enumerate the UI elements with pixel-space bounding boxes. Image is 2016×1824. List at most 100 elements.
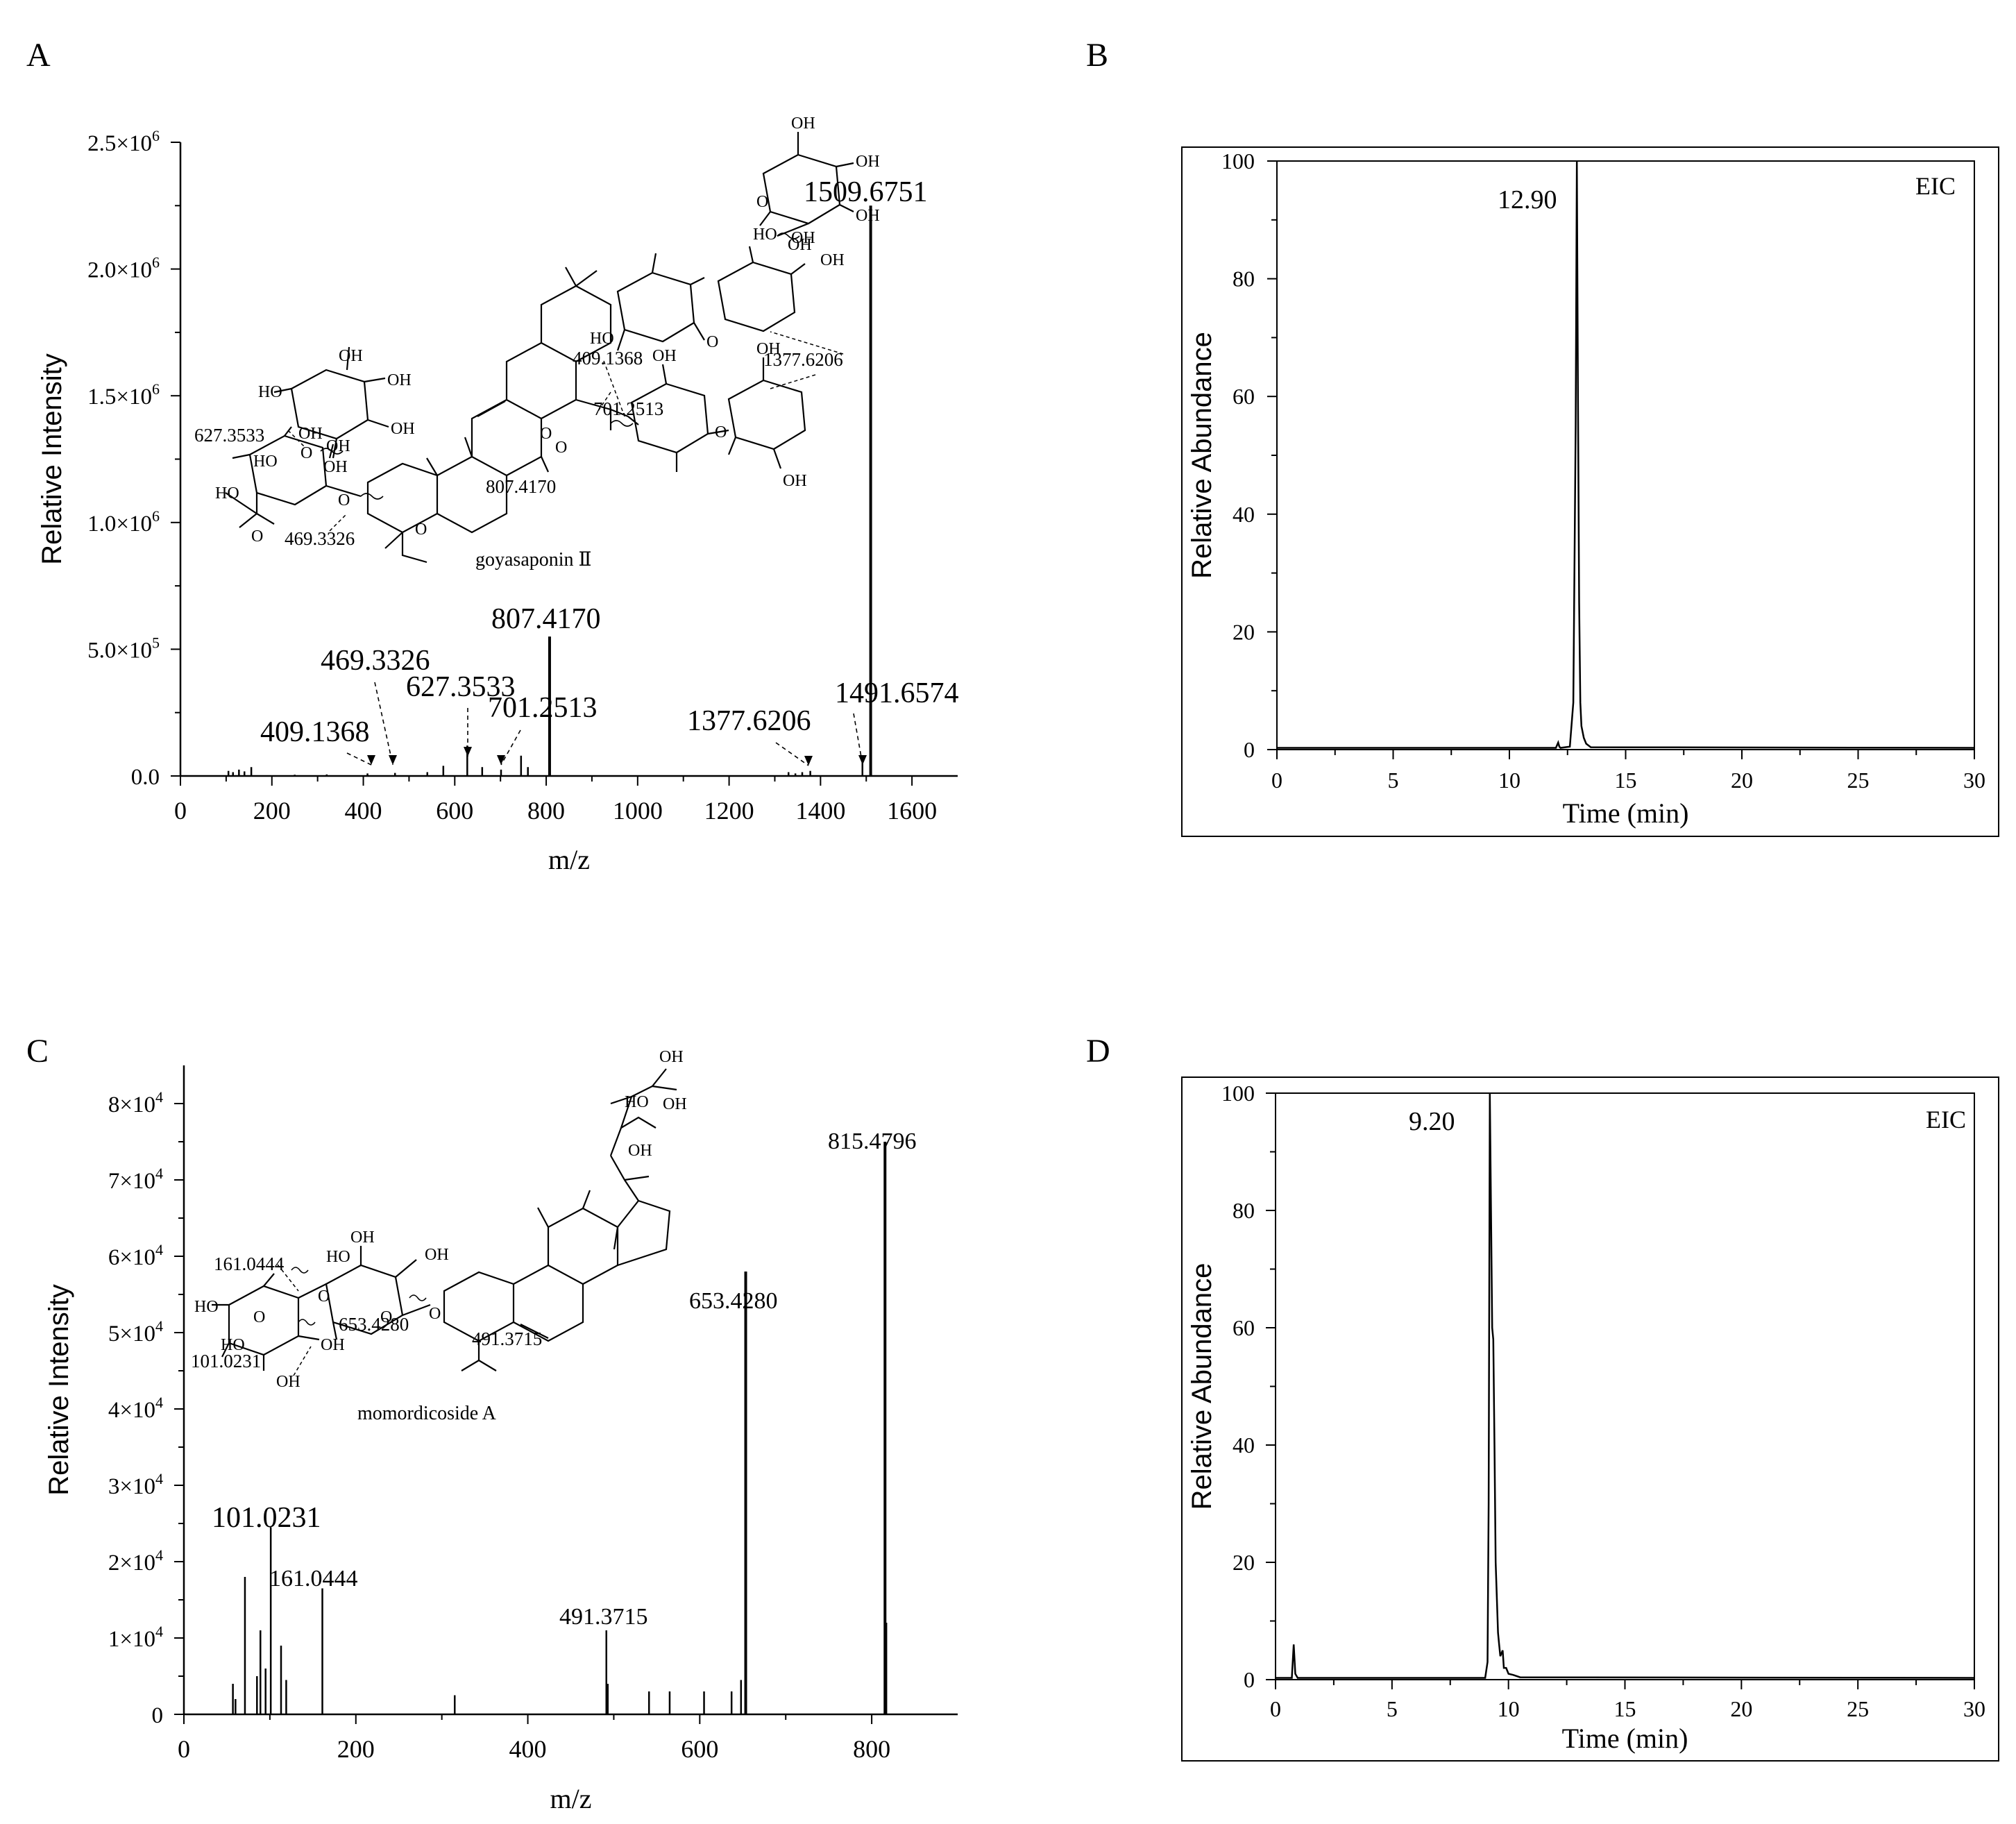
- struct-c-group: OH: [350, 1228, 375, 1247]
- y-tick-label: 40: [1233, 502, 1255, 527]
- x-tick-label: 800: [853, 1735, 890, 1763]
- struct-c-fragment: 101.0231: [191, 1351, 261, 1371]
- peak-label: 807.4170: [491, 603, 601, 635]
- x-tick-label: 800: [527, 797, 565, 825]
- struct-c-group: O: [318, 1287, 330, 1306]
- panel-c-mass-spectrum: 0 200 400 600 800 0 1×104 2×104 3×104 4×104 5×104 6…: [44, 1065, 958, 1814]
- peak-label: 653.4280: [689, 1288, 778, 1314]
- y-tick-label: 20: [1233, 619, 1255, 644]
- peak-label: 161.0444: [269, 1566, 358, 1591]
- peak-label-arrow: [346, 752, 372, 766]
- peak-label-arrowhead: [367, 755, 375, 765]
- struct-c-group: HO: [326, 1248, 350, 1266]
- struct-c-fragment: 491.3715: [472, 1328, 542, 1349]
- struct-c-group: HO: [194, 1298, 219, 1316]
- peak-label: 1509.6751: [804, 176, 928, 208]
- struct-a-group: OH: [756, 340, 781, 358]
- struct-a-group: HO: [590, 330, 614, 348]
- y-tick-label: 3×104: [108, 1470, 163, 1499]
- y-tick-label: 1.0×106: [87, 507, 160, 537]
- struct-a-group: O: [300, 444, 312, 462]
- struct-a-fragment: 409.1368: [573, 348, 643, 369]
- x-tick-label: 200: [253, 797, 291, 825]
- struct-a-group: OH: [791, 115, 815, 133]
- struct-a-group: O: [415, 521, 427, 539]
- struct-a-group: OH: [326, 437, 350, 455]
- x-tick-label: 10: [1498, 768, 1521, 793]
- x-axis-title: m/z: [548, 844, 590, 875]
- y-tick-label: 2×104: [108, 1546, 163, 1576]
- struct-a-group: HO: [753, 226, 777, 244]
- struct-c-group: OH: [321, 1336, 345, 1354]
- struct-a-group: OH: [391, 420, 415, 438]
- x-tick-label: 400: [509, 1735, 547, 1763]
- y-tick-label: 5.0×105: [87, 634, 160, 663]
- struct-a-fragment: 1377.6206: [763, 349, 843, 370]
- struct-c-group: OH: [663, 1095, 687, 1113]
- y-tick-label: 1×104: [108, 1623, 163, 1652]
- struct-a-group: OH: [791, 229, 815, 247]
- struct-a-group: OH: [820, 251, 845, 269]
- struct-a-group: OH: [652, 347, 677, 365]
- y-tick-label: 2.0×106: [87, 254, 160, 283]
- panel-b-chromatogram: 0 5 10 15 20 25 30 0 20 40 60 80 100 Time (min) Relati…: [1181, 146, 1999, 837]
- struct-a-fragment: 807.4170: [486, 476, 556, 497]
- y-tick-label: 6×104: [108, 1241, 163, 1270]
- goyasaponin-structure-labels: OH OH OH OH OH HO OH OH HO OH OH OH OH H…: [215, 115, 880, 546]
- x-tick-label: 30: [1963, 1696, 1985, 1721]
- struct-a-fragment: 469.3326: [285, 528, 355, 549]
- y-tick-label: 1.5×106: [87, 380, 160, 409]
- x-tick-label: 25: [1847, 1696, 1869, 1721]
- y-tick-label: 8×104: [108, 1088, 163, 1117]
- y-tick-label: 20: [1233, 1550, 1255, 1575]
- struct-a-group: OH: [856, 153, 880, 171]
- peak-label: 469.3326: [321, 645, 430, 677]
- retention-time-label: 9.20: [1409, 1107, 1455, 1136]
- peak-label: 627.3533: [406, 671, 516, 703]
- y-tick-label: 0: [1244, 1667, 1255, 1692]
- x-tick-label: 15: [1615, 768, 1637, 793]
- y-axis-title: Relative Intensity: [44, 1284, 74, 1496]
- peak-label-arrowhead: [497, 755, 505, 765]
- y-tick-label: 100: [1221, 1081, 1255, 1106]
- peak-label-arrowhead: [858, 755, 867, 765]
- eic-label: EIC: [1915, 172, 1956, 200]
- struct-c-fragment: 653.4280: [339, 1314, 409, 1335]
- struct-a-group: OH: [323, 458, 348, 476]
- momordicoside-fragment-labels: 161.0444 653.4280 491.3715 101.0231 momo…: [191, 1253, 542, 1424]
- x-tick-label: 5: [1387, 1696, 1398, 1721]
- retention-time-label: 12.90: [1498, 185, 1557, 214]
- chromatogram-trace: [1276, 1092, 1975, 1679]
- struct-a-group: OH: [783, 472, 807, 490]
- x-tick-label: 1600: [887, 797, 937, 825]
- x-tick-label: 400: [345, 797, 382, 825]
- peak-label: 101.0231: [212, 1502, 321, 1534]
- peak-label: 491.3715: [559, 1604, 648, 1630]
- y-tick-label: 4×104: [108, 1394, 163, 1423]
- y-tick-label: 60: [1233, 1315, 1255, 1340]
- y-tick-label: 80: [1233, 267, 1255, 292]
- goyasaponin-fragment-labels: 409.1368 1377.6206 701.2513 627.3533 807…: [194, 348, 843, 571]
- struct-a-group: OH: [788, 236, 812, 254]
- struct-c-group: OH: [425, 1246, 449, 1264]
- panel-frame: [1181, 146, 1999, 837]
- struct-c-group: O: [429, 1305, 441, 1323]
- peak-label: 701.2513: [488, 692, 598, 724]
- compound-name-momordicoside: momordicoside A: [357, 1403, 497, 1424]
- y-tick-label: 80: [1233, 1198, 1255, 1223]
- struct-a-fragment: 701.2513: [593, 398, 663, 419]
- struct-a-group: HO: [215, 484, 239, 503]
- y-axis-title: Relative Abundance: [1187, 1263, 1217, 1510]
- y-tick-label: 100: [1221, 149, 1255, 174]
- peak-label-arrowhead: [389, 755, 397, 765]
- eic-label: EIC: [1926, 1106, 1966, 1133]
- peak-label: 815.4796: [828, 1129, 917, 1154]
- y-tick-label: 0: [1244, 737, 1255, 762]
- momordicoside-structure-labels: OH HO OH OH OH HO OH HO OH HO OH O O O O: [194, 1048, 687, 1391]
- x-axis-title: Time (min): [1563, 797, 1689, 829]
- struct-a-group: OH: [298, 425, 323, 443]
- panel-a-mass-spectrum: 0 200 400 600 800 1000 1200 1400 1600 0.0 5.0×105 1…: [37, 127, 959, 875]
- goyasaponin-structure: [225, 132, 854, 564]
- x-tick-label: 1000: [613, 797, 663, 825]
